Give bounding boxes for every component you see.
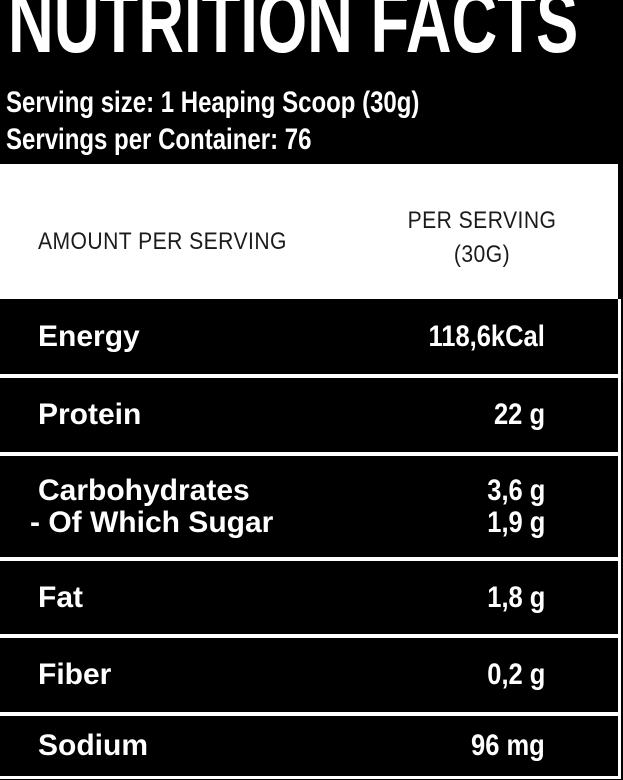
- column-header-per-serving: PER SERVING (30G): [408, 204, 557, 272]
- nutrient-name: Carbohydrates: [38, 473, 250, 507]
- nutrient-value: 96 mg: [471, 729, 545, 762]
- nutrient-table: Energy 118,6kCal Protein 22 g Carbohydra…: [0, 299, 621, 779]
- column-header-band: AMOUNT PER SERVING PER SERVING (30G): [0, 164, 618, 299]
- nutrient-value: 1,8 g: [486, 580, 545, 614]
- nutrient-row-fiber: Fiber 0,2 g: [0, 638, 618, 712]
- nutrient-row-protein: Protein 22 g: [0, 378, 618, 452]
- nutrient-row-energy: Energy 118,6kCal: [0, 299, 618, 374]
- nutrient-value: 118,6kCal: [428, 319, 545, 353]
- nutrient-name: Protein: [38, 398, 142, 431]
- serving-info: Serving size: 1 Heaping Scoop (30g) Serv…: [6, 84, 419, 158]
- nutrient-name: Energy: [38, 319, 140, 353]
- nutrient-value-group: 3,6 g 1,9 g: [477, 473, 545, 539]
- nutrient-sub-value: 1,9 g: [486, 505, 545, 539]
- nutrient-value: 3,6 g: [486, 473, 545, 507]
- column-header-amount: AMOUNT PER SERVING: [38, 228, 287, 255]
- nutrient-sub-name: - Of Which Sugar: [30, 505, 274, 539]
- servings-per-container-line: Servings per Container: 76: [6, 123, 312, 156]
- nutrient-name: Sodium: [38, 729, 148, 762]
- nutrient-row-sodium: Sodium 96 mg: [0, 716, 618, 776]
- nutrient-row-carbohydrates: Carbohydrates - Of Which Sugar 3,6 g 1,9…: [0, 456, 618, 557]
- nutrient-value: 22 g: [493, 398, 545, 431]
- nutrient-row-fat: Fat 1,8 g: [0, 561, 618, 634]
- label-title: NUTRITION FACTS: [8, 0, 579, 71]
- nutrient-name: Fat: [38, 580, 83, 614]
- nutrient-value: 0,2 g: [486, 658, 545, 691]
- per-serving-line-1: PER SERVING: [407, 207, 557, 234]
- nutrient-name: Fiber: [38, 658, 112, 691]
- nutrient-name-group: Carbohydrates - Of Which Sugar: [30, 473, 273, 539]
- per-serving-line-2: (30G): [453, 241, 511, 268]
- serving-size-line: Serving size: 1 Heaping Scoop (30g): [6, 86, 420, 119]
